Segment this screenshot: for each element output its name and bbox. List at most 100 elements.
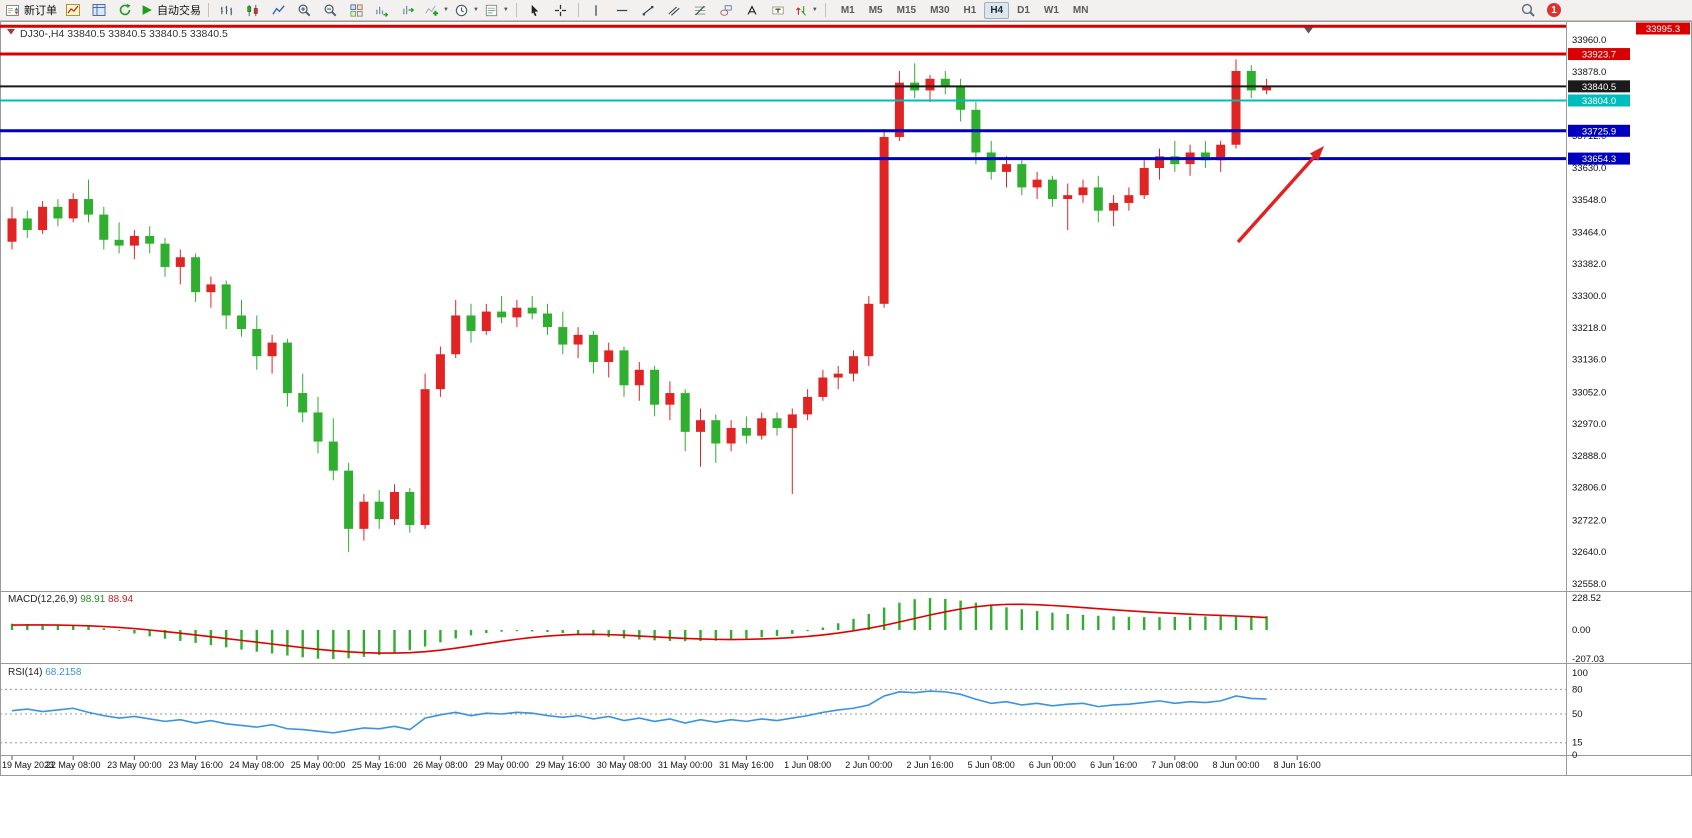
annotation-arrow-line[interactable] — [1236, 153, 1318, 244]
auto-scroll-icon — [375, 3, 390, 18]
svg-text:0.00: 0.00 — [1572, 625, 1591, 636]
timeframe-w1-button[interactable]: W1 — [1043, 4, 1059, 16]
timeframe-h1-button[interactable]: H1 — [963, 4, 977, 16]
svg-text:33804.0: 33804.0 — [1582, 96, 1616, 107]
rsi-label: RSI(14) 68.2158 — [8, 667, 82, 678]
toolbar-separator — [824, 3, 826, 17]
clock-icon — [454, 3, 469, 18]
price-tag-33804.0 — [1568, 94, 1630, 107]
svg-text:2 Jun 16:00: 2 Jun 16:00 — [906, 760, 953, 770]
text-label-button[interactable] — [766, 1, 791, 20]
autotrading-button[interactable]: 自动交易 — [138, 1, 203, 20]
text-button[interactable] — [740, 1, 765, 20]
svg-text:50: 50 — [1572, 709, 1583, 720]
svg-text:15: 15 — [1572, 738, 1583, 749]
svg-text:33995.3: 33995.3 — [1646, 24, 1680, 35]
svg-text:29 May 00:00: 29 May 00:00 — [474, 760, 529, 770]
dropdown-caret[interactable]: ▼ — [502, 7, 509, 13]
chart-shift-button[interactable] — [396, 1, 421, 20]
horizontal-line-button[interactable] — [610, 1, 635, 20]
svg-text:32970.0: 32970.0 — [1572, 419, 1606, 430]
fibonacci-button[interactable] — [688, 1, 713, 20]
new-order-button[interactable]: 新订单 — [3, 1, 59, 20]
indicators-button[interactable]: ▼ — [422, 1, 451, 20]
trendline-button[interactable] — [636, 1, 661, 20]
svg-text:32558.0: 32558.0 — [1572, 579, 1606, 590]
price-tag-33923.7 — [1568, 48, 1630, 61]
svg-text:33654.3: 33654.3 — [1582, 154, 1616, 165]
fibonacci-icon — [693, 3, 707, 18]
svg-text:5 Jun 08:00: 5 Jun 08:00 — [968, 760, 1015, 770]
template-icon — [484, 3, 499, 18]
svg-text:7 Jun 08:00: 7 Jun 08:00 — [1151, 760, 1198, 770]
bar-chart-button[interactable] — [214, 1, 239, 20]
cursor-button[interactable] — [522, 1, 547, 20]
svg-text:19 May 2023: 19 May 2023 — [2, 760, 54, 770]
horizontal-line-icon — [615, 3, 629, 18]
navigator-button[interactable] — [112, 1, 137, 20]
channel-button[interactable] — [662, 1, 687, 20]
chart-shift-marker[interactable] — [1304, 27, 1313, 34]
timeframe-d1-button[interactable]: D1 — [1017, 4, 1030, 16]
timeframe-m15-button[interactable]: M15 — [896, 4, 917, 16]
market-watch-icon — [91, 2, 107, 18]
svg-text:228.52: 228.52 — [1572, 593, 1601, 604]
svg-text:33725.9: 33725.9 — [1582, 126, 1616, 137]
svg-text:80: 80 — [1572, 684, 1583, 695]
notification-badge[interactable]: 1 — [1547, 3, 1561, 17]
svg-text:30 May 08:00: 30 May 08:00 — [597, 760, 652, 770]
svg-text:33136.0: 33136.0 — [1572, 355, 1606, 366]
zoom-out-button[interactable] — [318, 1, 343, 20]
svg-text:2 Jun 00:00: 2 Jun 00:00 — [845, 760, 892, 770]
svg-text:24 May 08:00: 24 May 08:00 — [230, 760, 285, 770]
shapes-button[interactable] — [714, 1, 739, 20]
svg-text:100: 100 — [1572, 668, 1588, 679]
svg-text:33548.0: 33548.0 — [1572, 195, 1606, 206]
zoom-in-button[interactable] — [292, 1, 317, 20]
dropdown-caret[interactable]: ▼ — [811, 7, 818, 13]
price-tag-33840.5 — [1568, 80, 1630, 93]
tile-windows-button[interactable] — [344, 1, 369, 20]
svg-text:1 Jun 08:00: 1 Jun 08:00 — [784, 760, 831, 770]
timeframe-m1-button[interactable]: M1 — [840, 4, 855, 16]
timeframe-h4-button[interactable]: H4 — [984, 1, 1010, 19]
svg-text:8 Jun 00:00: 8 Jun 00:00 — [1212, 760, 1259, 770]
templates-button[interactable]: ▼ — [482, 1, 511, 20]
chart-title: DJ30-,H4 33840.5 33840.5 33840.5 33840.5 — [20, 28, 228, 40]
timeframe-m30-button[interactable]: M30 — [930, 4, 950, 16]
svg-text:33052.0: 33052.0 — [1572, 387, 1606, 398]
crosshair-button[interactable] — [548, 1, 573, 20]
dropdown-caret[interactable]: ▼ — [443, 7, 449, 13]
market-watch-button[interactable] — [86, 1, 111, 20]
bar-chart-icon — [219, 3, 234, 18]
timeframe-mn-button[interactable]: MN — [1072, 4, 1089, 16]
zoom-in-icon — [297, 3, 312, 18]
line-chart-button[interactable] — [266, 1, 291, 20]
timeframe-m5-button[interactable]: M5 — [868, 4, 883, 16]
periods-button[interactable]: ▼ — [452, 1, 481, 20]
svg-text:33960.0: 33960.0 — [1572, 35, 1606, 46]
auto-scroll-button[interactable] — [370, 1, 395, 20]
symbol-marker-icon[interactable] — [7, 29, 15, 35]
toolbar-separator — [515, 3, 517, 17]
svg-text:33840.5: 33840.5 — [1582, 82, 1616, 93]
search-icon — [1520, 2, 1536, 18]
arrows-button[interactable]: ▼ — [792, 1, 820, 20]
candlestick-chart-button[interactable] — [240, 1, 265, 20]
autotrading-play-icon — [140, 3, 154, 17]
chart-shift-icon — [401, 3, 416, 18]
price-axis[interactable]: 33960.033878.033712.033630.033548.033464… — [1568, 22, 1690, 590]
vertical-line-button[interactable] — [584, 1, 609, 20]
crosshair-icon — [553, 3, 568, 18]
annotation-arrow-head[interactable] — [1309, 146, 1324, 161]
svg-text:8 Jun 16:00: 8 Jun 16:00 — [1274, 760, 1321, 770]
search-button[interactable] — [1515, 1, 1540, 20]
dropdown-caret[interactable]: ▼ — [472, 7, 479, 13]
indicators-icon — [424, 3, 439, 18]
channel-icon — [667, 3, 681, 18]
new-chart-button[interactable] — [60, 1, 85, 20]
svg-text:-207.03: -207.03 — [1572, 654, 1604, 665]
svg-text:31 May 16:00: 31 May 16:00 — [719, 760, 774, 770]
